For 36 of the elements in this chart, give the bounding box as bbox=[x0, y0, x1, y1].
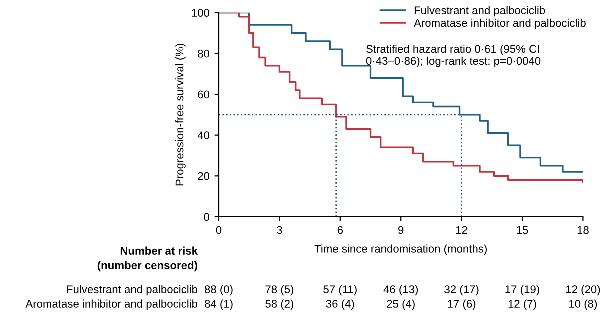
x-tick-label: 9 bbox=[398, 226, 404, 234]
text: 12 (7) bbox=[508, 300, 536, 310]
annotation: Stratified hazard ratio 0·61 (95% CI 0·43–0·86); log-rank test: p=0·0040 bbox=[366, 44, 541, 68]
y-axis-title: Progression-free survival (%) bbox=[176, 44, 186, 186]
text: 78 (5) bbox=[266, 285, 294, 296]
x-tick-label: 12 bbox=[456, 226, 468, 234]
y-tick-label: 60 bbox=[198, 90, 210, 99]
y-tick-label: 80 bbox=[198, 50, 210, 58]
text: 36 (4) bbox=[326, 300, 354, 310]
text: (number censored) bbox=[98, 261, 198, 272]
legend-label: Fulvestrant and palbociclib bbox=[414, 6, 546, 17]
text: 10 (8) bbox=[570, 300, 598, 310]
x-tick-label: 3 bbox=[277, 226, 282, 234]
x-tick-label: 15 bbox=[517, 226, 528, 234]
text: Fulvestrant and palbociclib bbox=[67, 285, 198, 296]
text: 57 (11) bbox=[324, 285, 357, 296]
legend-label: Aromatase inhibitor and palbociclib bbox=[414, 18, 586, 30]
y-tick-label: 20 bbox=[198, 172, 210, 180]
x-axis-title: Time since randomisation (months) bbox=[314, 244, 487, 256]
text: 46 (13) bbox=[384, 285, 418, 296]
y-tick-label: 40 bbox=[198, 132, 210, 140]
text: Number at risk bbox=[120, 246, 198, 255]
y-tick-label: 100 bbox=[192, 9, 210, 17]
text: Aromatase inhibitor and palbociclib bbox=[26, 300, 198, 310]
text: 17 (6) bbox=[448, 300, 476, 310]
x-tick-label: 6 bbox=[338, 226, 343, 234]
text: 25 (4) bbox=[387, 300, 415, 310]
x-tick-label: 0 bbox=[216, 226, 222, 234]
text: 32 (17) bbox=[444, 285, 479, 296]
x-tick-label: 18 bbox=[578, 226, 589, 234]
text: 58 (2) bbox=[266, 300, 294, 310]
text: 88 (0) bbox=[204, 285, 233, 296]
y-tick-label: 0 bbox=[204, 213, 210, 222]
text: 12 (20) bbox=[566, 285, 600, 296]
text: 17 (19) bbox=[506, 285, 540, 296]
text: 84 (1) bbox=[204, 300, 233, 310]
